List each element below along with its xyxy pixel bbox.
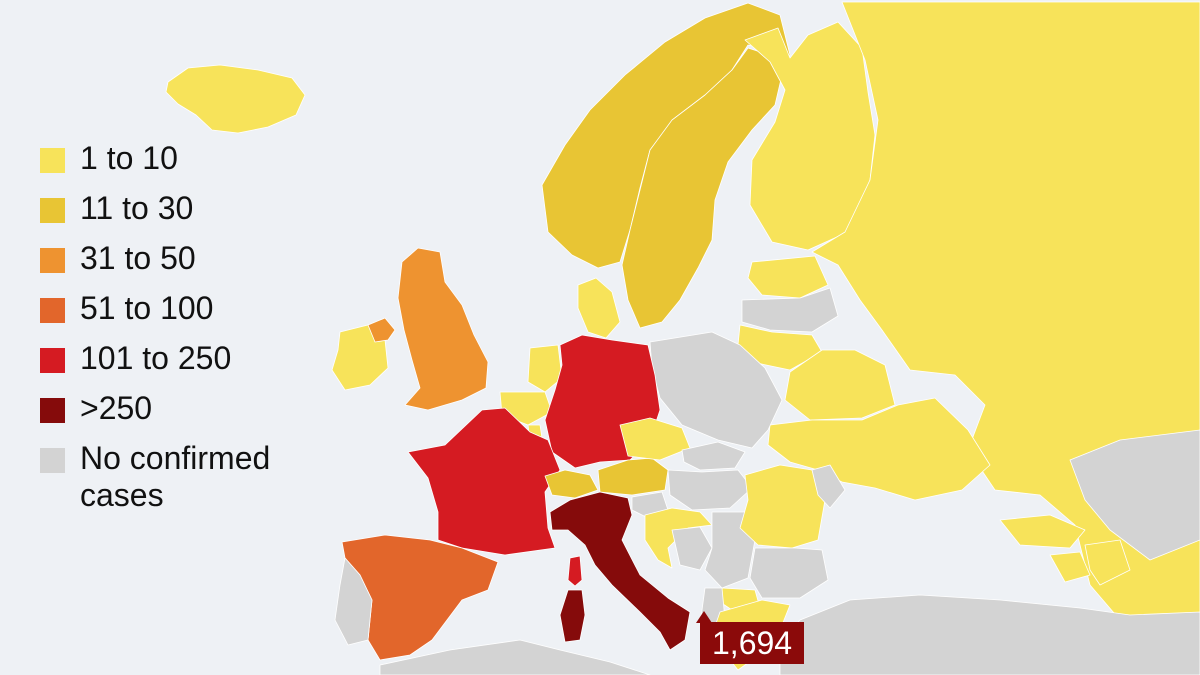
legend-item: 11 to 30 [40, 190, 330, 227]
legend-item: No confirmed cases [40, 440, 330, 514]
legend-swatch [40, 298, 65, 323]
country-latvia [741, 287, 839, 333]
country-bosnia-and-herzegovina [671, 526, 713, 571]
legend: 1 to 10 11 to 30 31 to 50 51 to 100 101 to 2… [40, 140, 330, 527]
legend-item: 51 to 100 [40, 290, 330, 327]
country-georgia [999, 514, 1086, 549]
legend-swatch [40, 448, 65, 473]
legend-swatch [40, 398, 65, 423]
callout-pointer [696, 611, 712, 623]
country-austria [597, 457, 669, 496]
country-armenia [1049, 551, 1091, 583]
country-moldova [811, 464, 846, 509]
legend-item: >250 [40, 390, 330, 427]
country-portugal [334, 557, 373, 646]
country-netherlands [527, 344, 563, 393]
country-united-kingdom [397, 247, 489, 411]
country-switzerland [544, 469, 599, 499]
country-northern-ireland [367, 317, 396, 343]
legend-label: 1 to 10 [80, 140, 178, 176]
legend-swatch [40, 248, 65, 273]
country-romania [739, 464, 826, 549]
legend-swatch [40, 348, 65, 373]
country-denmark [577, 277, 621, 339]
country-norway [541, 2, 791, 269]
country-ukraine [767, 397, 991, 501]
country-hungary [667, 469, 753, 511]
country-poland [649, 331, 783, 449]
legend-item: 31 to 50 [40, 240, 330, 277]
country-azerbaijan [1084, 539, 1131, 586]
legend-label: 101 to 250 [80, 340, 232, 376]
country-bulgaria [749, 547, 829, 599]
legend-swatch [40, 148, 65, 173]
country-sweden [621, 47, 783, 329]
country-slovakia [681, 441, 746, 471]
italy-case-count-callout: 1,694 [700, 622, 805, 664]
legend-swatch [40, 198, 65, 223]
legend-item: 1 to 10 [40, 140, 330, 177]
legend-label: 31 to 50 [80, 240, 196, 276]
legend-item: 101 to 250 [40, 340, 330, 377]
country-belarus [784, 349, 896, 421]
country-turkey [779, 594, 1200, 675]
country-kazakhstan [1069, 429, 1200, 561]
country-sardinia [559, 589, 586, 643]
legend-label: 11 to 30 [80, 190, 194, 226]
country-france [407, 407, 561, 556]
legend-label: No confirmed cases [80, 440, 271, 513]
country-iceland [165, 64, 306, 134]
country-corsica [567, 555, 583, 587]
country-italy [549, 491, 691, 651]
legend-label: 51 to 100 [80, 290, 214, 326]
legend-label: >250 [80, 390, 153, 426]
country-north-africa [379, 639, 651, 675]
